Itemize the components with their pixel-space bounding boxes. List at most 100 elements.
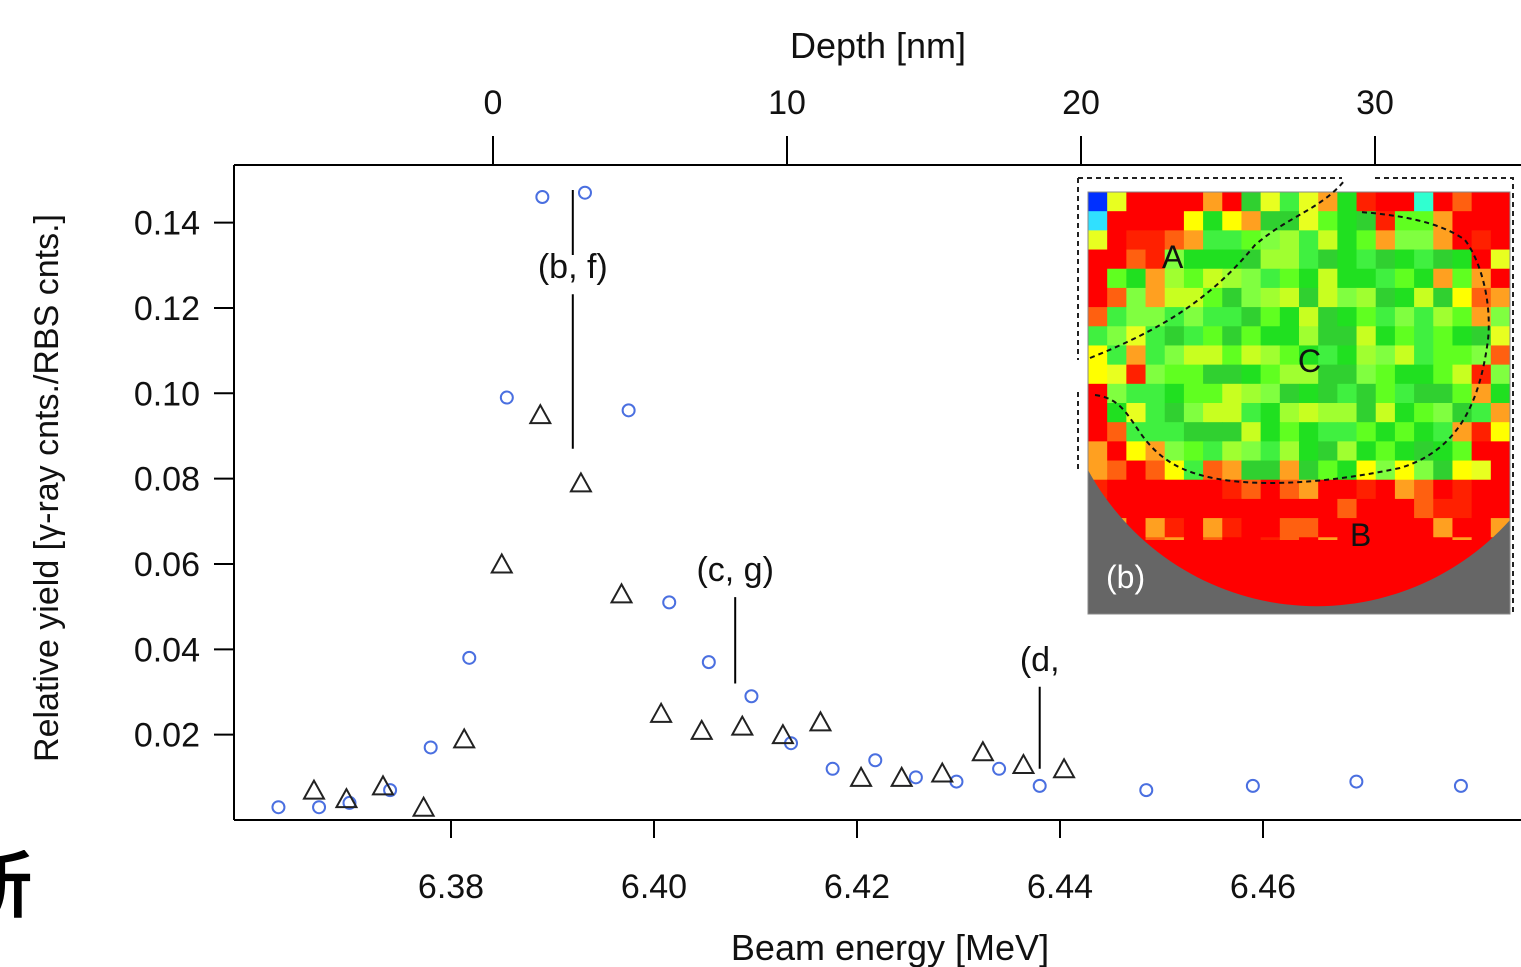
inset-cell: [1433, 192, 1453, 212]
inset-cell: [1491, 250, 1511, 270]
inset-cell: [1337, 307, 1357, 327]
inset-cell: [1222, 230, 1242, 250]
inset-cell: [1280, 288, 1300, 308]
data-point-triangle: [810, 712, 830, 730]
inset-cell: [1357, 269, 1377, 289]
inset-cell: [1261, 250, 1281, 270]
data-point-circle: [623, 404, 635, 416]
data-point-triangle: [612, 584, 632, 602]
inset-cell: [1184, 518, 1204, 538]
inset-cell: [1184, 480, 1204, 500]
x-tick-label: 6.38: [418, 868, 484, 906]
inset-cell: [1146, 384, 1166, 404]
data-point-circle: [993, 763, 1005, 775]
inset-cell: [1472, 345, 1492, 365]
inset-cell: [1299, 384, 1319, 404]
y-tick-label: 0.02: [134, 717, 200, 755]
x-tick-label: 6.40: [621, 868, 687, 906]
data-point-triangle: [692, 721, 712, 739]
inset-cell: [1433, 345, 1453, 365]
inset-cell: [1491, 192, 1511, 212]
inset-cell: [1414, 288, 1434, 308]
inset-cell: [1357, 461, 1377, 481]
inset-cell: [1203, 499, 1223, 519]
inset-cell: [1241, 365, 1261, 385]
inset-cell: [1126, 230, 1146, 250]
inset-cell: [1222, 441, 1242, 461]
data-point-triangle: [732, 717, 752, 735]
annotations: (b, f)(c, g)(d,: [538, 190, 1060, 769]
inset-cell: [1107, 441, 1127, 461]
inset-cell: [1472, 269, 1492, 289]
y-axis-label: Relative yield [γ-ray cnts./RBS cnts.]: [28, 214, 66, 762]
data-point-circle: [745, 690, 757, 702]
inset-cell: [1184, 192, 1204, 212]
inset-cell: [1280, 326, 1300, 346]
inset-cell: [1165, 422, 1185, 442]
inset-cell: [1146, 499, 1166, 519]
inset-cell: [1357, 365, 1377, 385]
inset-cell: [1222, 211, 1242, 231]
inset-cell: [1337, 365, 1357, 385]
inset-cell: [1088, 365, 1108, 385]
x-tick-label: 6.46: [1230, 868, 1296, 906]
data-point-triangle: [373, 776, 393, 794]
inset-cell: [1337, 403, 1357, 423]
top-axis-ticks: 0 10 20 30: [484, 84, 1394, 165]
inset-cell: [1241, 230, 1261, 250]
inset-cell: [1222, 307, 1242, 327]
inset-cell: [1107, 480, 1127, 500]
inset-cell: [1280, 422, 1300, 442]
inset-cell: [1433, 384, 1453, 404]
inset-cell: [1222, 326, 1242, 346]
inset-cell: [1472, 518, 1492, 538]
inset-cell: [1452, 269, 1472, 289]
inset-cell: [1165, 211, 1185, 231]
inset-cell: [1414, 230, 1434, 250]
inset-cell: [1414, 499, 1434, 519]
inset-cell: [1222, 461, 1242, 481]
inset-cell: [1395, 345, 1415, 365]
inset-cell: [1222, 345, 1242, 365]
inset-cell: [1452, 422, 1472, 442]
inset-cell: [1203, 365, 1223, 385]
inset-cell: [1376, 326, 1396, 346]
inset-cell: [1452, 250, 1472, 270]
inset-cell: [1414, 192, 1434, 212]
inset-cell: [1491, 403, 1511, 423]
inset-cell: [1107, 365, 1127, 385]
inset-cell: [1318, 345, 1338, 365]
inset-cell: [1337, 288, 1357, 308]
inset-cell: [1165, 461, 1185, 481]
inset-cell: [1261, 499, 1281, 519]
inset-cell: [1241, 441, 1261, 461]
inset-cell: [1184, 403, 1204, 423]
inset-cell: [1318, 307, 1338, 327]
inset-cell: [1261, 365, 1281, 385]
data-point-triangle: [492, 554, 512, 572]
inset-cell: [1357, 326, 1377, 346]
inset-cell: [1337, 441, 1357, 461]
inset-cell: [1184, 269, 1204, 289]
inset-cell: [1146, 403, 1166, 423]
inset-cell: [1357, 422, 1377, 442]
inset-cell: [1376, 211, 1396, 231]
inset-cell: [1376, 518, 1396, 538]
inset-cell: [1088, 288, 1108, 308]
inset-cell: [1280, 269, 1300, 289]
inset-cell: [1491, 345, 1511, 365]
top-axis-label: Depth [nm]: [790, 25, 966, 66]
inset-cell: [1376, 403, 1396, 423]
inset-cell: [1088, 441, 1108, 461]
inset-cell: [1318, 518, 1338, 538]
inset-cell: [1241, 250, 1261, 270]
top-tick-label: 0: [484, 84, 503, 122]
inset-cell: [1472, 288, 1492, 308]
inset-cell: [1261, 384, 1281, 404]
inset-cell: [1184, 422, 1204, 442]
inset-cell: [1280, 345, 1300, 365]
inset-cell: [1203, 480, 1223, 500]
inset-cell: [1280, 441, 1300, 461]
inset-cell: [1395, 365, 1415, 385]
inset-cell: [1491, 384, 1511, 404]
